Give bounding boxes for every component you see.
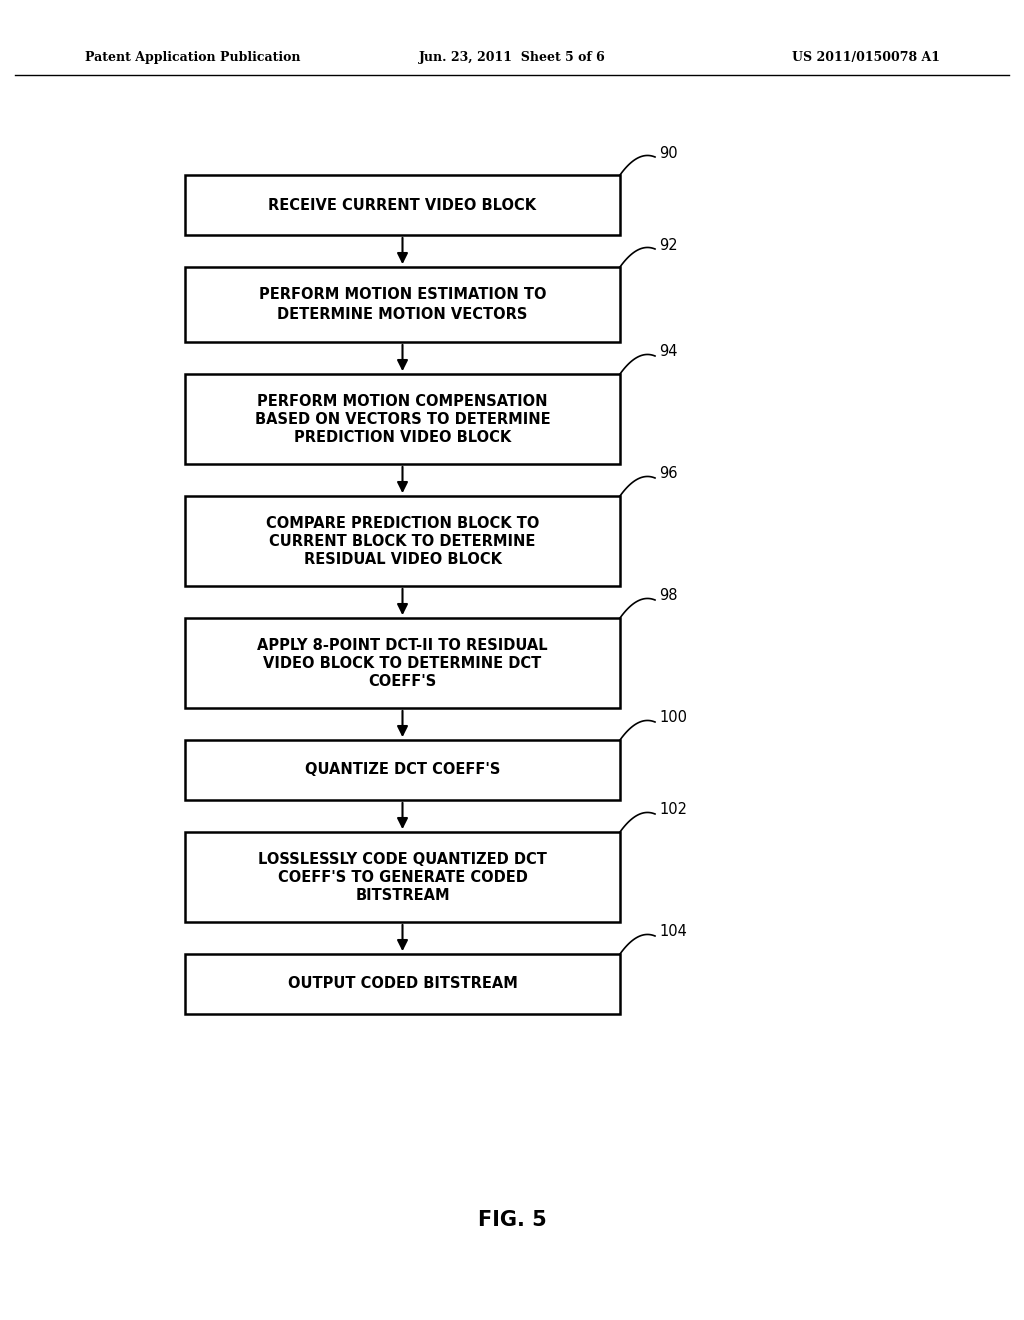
Text: BASED ON VECTORS TO DETERMINE: BASED ON VECTORS TO DETERMINE xyxy=(255,412,550,426)
Text: OUTPUT CODED BITSTREAM: OUTPUT CODED BITSTREAM xyxy=(288,977,517,991)
Text: 98: 98 xyxy=(659,589,678,603)
Text: 92: 92 xyxy=(659,238,678,252)
Text: BITSTREAM: BITSTREAM xyxy=(355,887,450,903)
Text: LOSSLESSLY CODE QUANTIZED DCT: LOSSLESSLY CODE QUANTIZED DCT xyxy=(258,851,547,866)
Text: PREDICTION VIDEO BLOCK: PREDICTION VIDEO BLOCK xyxy=(294,429,511,445)
Text: COMPARE PREDICTION BLOCK TO: COMPARE PREDICTION BLOCK TO xyxy=(266,516,540,531)
Text: Jun. 23, 2011  Sheet 5 of 6: Jun. 23, 2011 Sheet 5 of 6 xyxy=(419,51,605,65)
Text: 96: 96 xyxy=(659,466,678,482)
Text: RESIDUAL VIDEO BLOCK: RESIDUAL VIDEO BLOCK xyxy=(303,552,502,566)
Text: DETERMINE MOTION VECTORS: DETERMINE MOTION VECTORS xyxy=(278,308,527,322)
Bar xyxy=(185,176,620,235)
Text: APPLY 8-POINT DCT-II TO RESIDUAL: APPLY 8-POINT DCT-II TO RESIDUAL xyxy=(257,638,548,652)
Text: US 2011/0150078 A1: US 2011/0150078 A1 xyxy=(792,51,940,65)
Text: CURRENT BLOCK TO DETERMINE: CURRENT BLOCK TO DETERMINE xyxy=(269,533,536,549)
Text: PERFORM MOTION COMPENSATION: PERFORM MOTION COMPENSATION xyxy=(257,393,548,408)
Text: 102: 102 xyxy=(659,803,687,817)
Bar xyxy=(185,618,620,708)
Bar xyxy=(185,267,620,342)
Text: FIG. 5: FIG. 5 xyxy=(477,1210,547,1230)
Text: Patent Application Publication: Patent Application Publication xyxy=(85,51,300,65)
Bar xyxy=(185,954,620,1014)
Text: PERFORM MOTION ESTIMATION TO: PERFORM MOTION ESTIMATION TO xyxy=(259,286,546,302)
Text: QUANTIZE DCT COEFF'S: QUANTIZE DCT COEFF'S xyxy=(305,763,500,777)
Bar xyxy=(185,741,620,800)
Bar xyxy=(185,496,620,586)
Text: VIDEO BLOCK TO DETERMINE DCT: VIDEO BLOCK TO DETERMINE DCT xyxy=(263,656,542,671)
Text: 104: 104 xyxy=(659,924,687,940)
Text: 100: 100 xyxy=(659,710,687,726)
Text: COEFF'S TO GENERATE CODED: COEFF'S TO GENERATE CODED xyxy=(278,870,527,884)
Bar xyxy=(185,374,620,465)
Bar xyxy=(185,832,620,921)
Text: RECEIVE CURRENT VIDEO BLOCK: RECEIVE CURRENT VIDEO BLOCK xyxy=(268,198,537,213)
Text: COEFF'S: COEFF'S xyxy=(369,673,436,689)
Text: 90: 90 xyxy=(659,145,678,161)
Text: 94: 94 xyxy=(659,345,678,359)
